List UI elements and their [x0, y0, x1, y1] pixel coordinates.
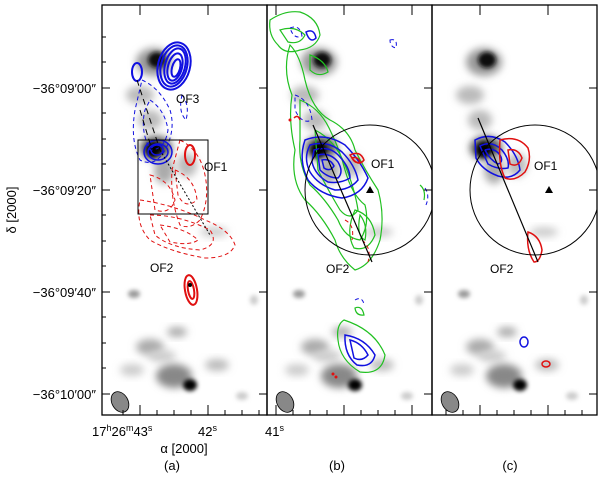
y-tick-0920: −36°09′20″	[33, 183, 97, 198]
panel-a-caption: (a)	[164, 458, 180, 473]
panel-b-label-of2: OF2	[326, 262, 350, 276]
green-contours	[269, 11, 426, 373]
y-tick-0940: −36°09′40″	[33, 285, 97, 300]
of3-blue-contours	[131, 41, 192, 91]
panel-c-caption: (c)	[502, 458, 517, 473]
axis-ticks	[102, 5, 597, 415]
panel-a: OF3 OF1 OF2 (a)	[101, 4, 268, 473]
blue-dashed-contours	[132, 79, 188, 163]
y-tick-1000: −36°10′00″	[33, 387, 97, 402]
x-tick-42s: 42s	[198, 423, 217, 439]
panel-a-label-of1: OF1	[204, 160, 228, 174]
y-axis-title: δ [2000]	[4, 187, 19, 234]
panel-a-label-of3: OF3	[176, 92, 200, 106]
panel-c-label-of1: OF1	[534, 159, 558, 173]
panel-c: OF1 OF2 (c)	[431, 4, 598, 473]
panel-a-label-of2: OF2	[150, 261, 174, 275]
red-solid-contours	[183, 144, 199, 306]
x-tick-41s: 41s	[265, 423, 284, 439]
x-axis-title: α [2000]	[160, 441, 207, 456]
y-tick-0900: −36°09′00″	[33, 81, 97, 96]
panel-b-label-of1: OF1	[371, 157, 395, 171]
panel-b: OF1 OF2 (b)	[266, 4, 433, 473]
panel-c-label-of2: OF2	[490, 262, 514, 276]
x-tick-ra: 17h26m43s	[92, 423, 153, 439]
red-dashed-contours	[138, 139, 236, 259]
panel-b-caption: (b)	[329, 458, 345, 473]
